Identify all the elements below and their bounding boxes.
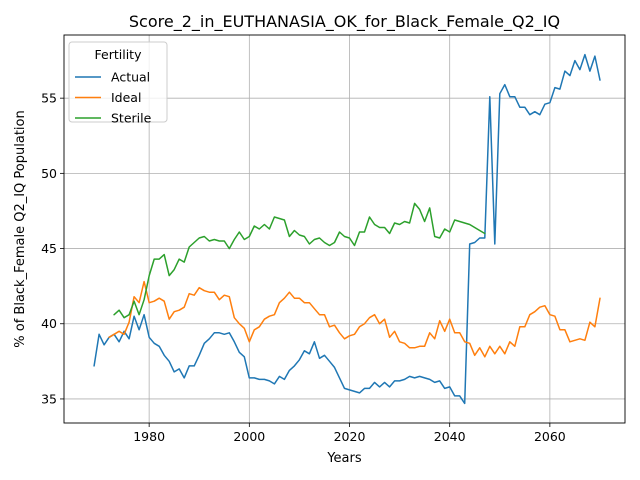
legend-items: Actual Ideal Sterile [75,70,152,126]
x-tick-label: 1980 [133,429,165,444]
x-tick-label: 2000 [233,429,265,444]
legend-label-actual: Actual [111,70,150,85]
y-tick-label: 55 [41,91,57,106]
x-axis-label: Years [326,451,362,466]
axis-ticks: 1980 2000 2020 2040 2060 35 40 45 50 55 [41,91,566,444]
chart-title: Score_2_in_EUTHANASIA_OK_for_Black_Femal… [129,12,560,32]
grid [64,35,625,423]
x-tick-label: 2040 [434,429,466,444]
series-line-sterile [113,202,486,319]
x-tick-label: 2020 [334,429,366,444]
legend-label-sterile: Sterile [111,111,152,126]
y-tick-label: 50 [41,166,57,181]
y-tick-label: 40 [41,316,57,331]
legend-label-ideal: Ideal [111,90,141,105]
series-line-actual [93,53,601,405]
y-tick-label: 45 [41,241,57,256]
legend-title: Fertility [95,47,143,62]
legend: Fertility Actual Ideal Sterile [68,41,168,126]
series-lines [93,53,601,405]
y-tick-label: 35 [41,391,57,406]
plot-frame [63,34,626,424]
series-line-ideal [108,280,601,358]
y-axis-label: % of Black_Female Q2_IQ Population [13,110,28,347]
x-tick-label: 2060 [534,429,566,444]
legend-box [68,41,168,123]
